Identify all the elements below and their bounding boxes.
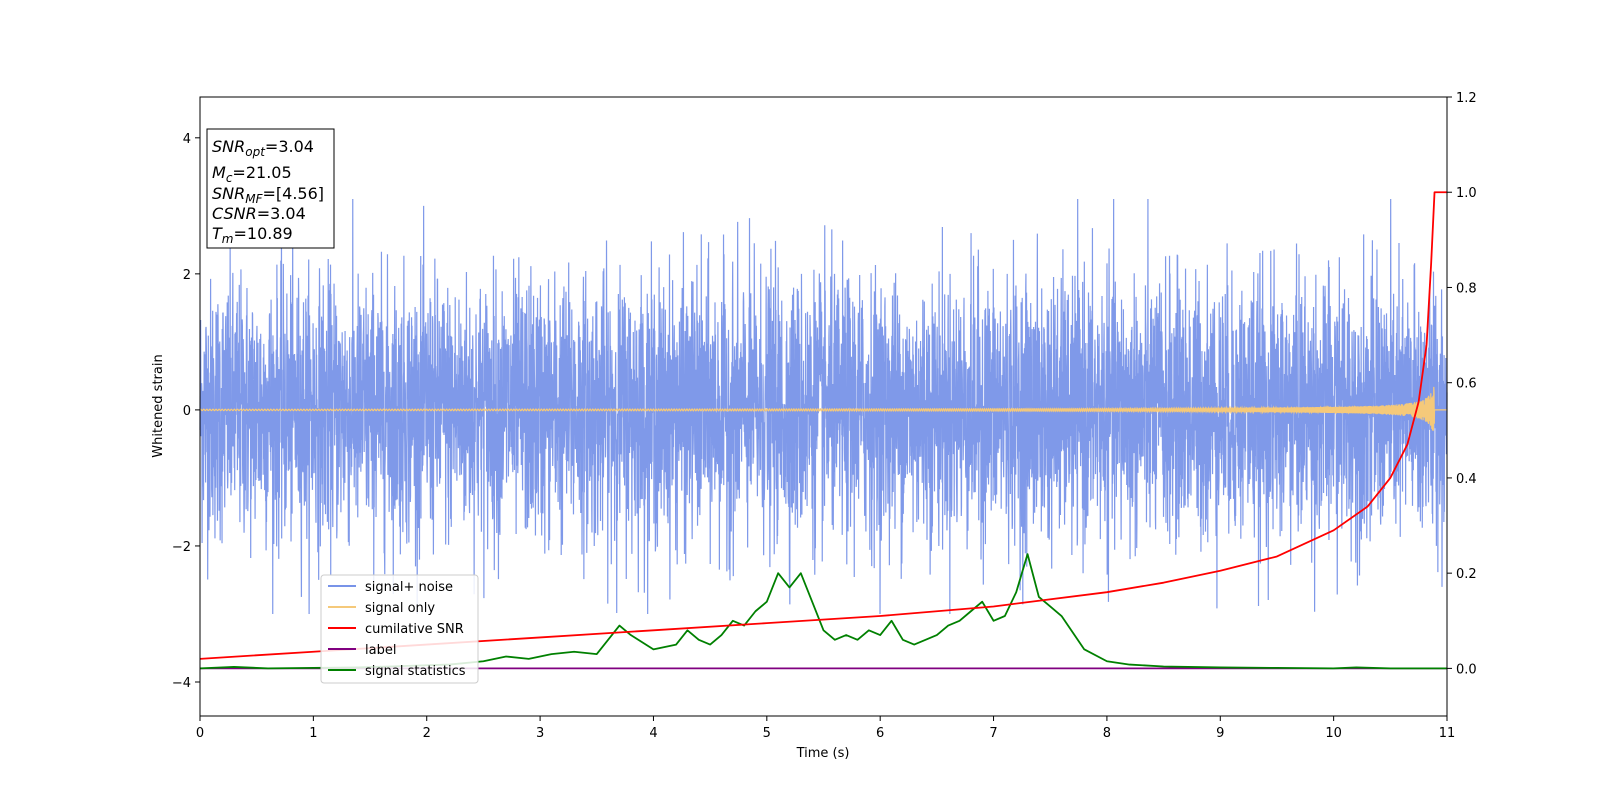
- x-tick-label: 2: [423, 726, 431, 741]
- x-tick-label: 0: [196, 726, 204, 741]
- svg-text:cumilative SNR: cumilative SNR: [365, 622, 464, 637]
- svg-text:label: label: [365, 643, 396, 658]
- legend-item-signal-only: signal only: [328, 601, 435, 616]
- y-left-tick-label: −4: [172, 676, 191, 691]
- legend-item-signal-noise: signal+ noise: [328, 580, 453, 595]
- legend: signal+ noise signal only cumilative SNR…: [320, 574, 479, 684]
- x-axis-label: Time (s): [796, 746, 850, 761]
- signal-only-series: [199, 386, 1447, 431]
- y-axis-label: Whitened strain: [151, 354, 166, 457]
- y-axis-left: 4 2 0 −2 −4: [172, 132, 200, 691]
- svg-text:signal statistics: signal statistics: [365, 664, 466, 679]
- y-left-tick-label: 4: [183, 132, 191, 147]
- info-box: SNRopt=3.04 Mc=21.05 SNRMF=[4.56] CSNR=3…: [206, 128, 335, 249]
- info-snr-opt: SNRopt=3.04: [212, 137, 314, 159]
- y-right-tick-label: 1.2: [1456, 91, 1477, 106]
- x-tick-label: 3: [536, 726, 544, 741]
- x-tick-label: 8: [1103, 726, 1111, 741]
- legend-item-cumulative-snr: cumilative SNR: [328, 622, 464, 637]
- x-tick-label: 11: [1439, 726, 1456, 741]
- plot-frame: [199, 96, 1448, 717]
- info-csnr: CSNR=3.04: [212, 204, 306, 223]
- info-tm: Tm=10.89: [212, 224, 293, 246]
- legend-item-signal-statistics: signal statistics: [328, 664, 466, 679]
- svg-text:signal+ noise: signal+ noise: [365, 580, 453, 595]
- y-left-tick-label: 0: [183, 404, 191, 419]
- y-right-tick-label: 0.6: [1456, 377, 1477, 392]
- x-tick-label: 5: [763, 726, 771, 741]
- x-tick-label: 4: [649, 726, 657, 741]
- x-tick-label: 9: [1216, 726, 1224, 741]
- signal-noise-line: [199, 199, 1448, 614]
- svg-text:signal only: signal only: [365, 601, 435, 616]
- signal-noise-series: [199, 199, 1448, 614]
- x-tick-label: 10: [1325, 726, 1342, 741]
- x-axis: 0 1 2 3 4 5 6 7 8 9 10 11: [196, 716, 1455, 741]
- y-left-tick-label: 2: [183, 268, 191, 283]
- x-tick-label: 7: [989, 726, 997, 741]
- y-right-tick-label: 0.4: [1456, 472, 1477, 487]
- y-right-tick-label: 1.0: [1456, 186, 1477, 201]
- x-tick-label: 6: [876, 726, 884, 741]
- y-right-tick-label: 0.8: [1456, 281, 1477, 296]
- info-snr-mf: SNRMF=[4.56]: [212, 184, 324, 206]
- signal-statistics-line: [199, 553, 1447, 670]
- y-right-tick-label: 0.0: [1456, 662, 1477, 677]
- info-mc: Mc=21.05: [212, 163, 292, 185]
- legend-item-label: label: [328, 643, 396, 658]
- signal-only-line: [199, 386, 1447, 431]
- y-right-tick-label: 0.2: [1456, 567, 1477, 582]
- y-left-tick-label: −2: [172, 540, 191, 555]
- y-axis-right: 1.2 1.0 0.8 0.6 0.4 0.2 0.0: [1447, 91, 1477, 677]
- x-tick-label: 1: [309, 726, 317, 741]
- cumulative-snr-line: [199, 191, 1447, 660]
